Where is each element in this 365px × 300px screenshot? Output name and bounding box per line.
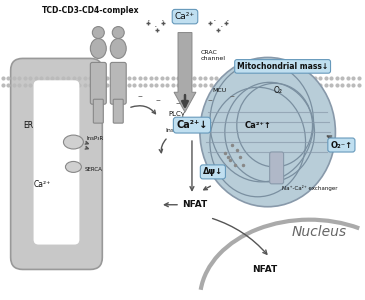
FancyBboxPatch shape [113,99,123,123]
Ellipse shape [112,27,124,38]
Ellipse shape [64,135,83,149]
Ellipse shape [65,161,81,172]
FancyBboxPatch shape [93,99,103,123]
Ellipse shape [91,38,106,58]
Text: ·: · [146,16,150,26]
Text: –: – [155,95,161,105]
Text: SERCA: SERCA [84,167,102,172]
Text: ·: · [220,22,224,33]
Text: –: – [138,91,143,101]
Text: Na⁺-Ca²⁺ exchanger: Na⁺-Ca²⁺ exchanger [282,185,337,191]
Text: O₂⁻↑: O₂⁻↑ [330,140,353,149]
Text: –: – [229,91,234,101]
FancyBboxPatch shape [110,62,126,104]
Text: InsP₃R: InsP₃R [87,136,104,141]
Text: O₂: O₂ [273,86,282,95]
FancyBboxPatch shape [270,152,284,184]
Text: ·: · [160,16,164,26]
FancyBboxPatch shape [11,58,102,269]
Text: Ca²⁺: Ca²⁺ [34,180,51,189]
Text: ·: · [226,16,230,26]
Text: InsP₃: InsP₃ [165,128,180,133]
Text: NFAT: NFAT [182,200,208,209]
Text: Nucleus: Nucleus [292,225,347,238]
Ellipse shape [92,27,104,38]
FancyArrow shape [174,32,196,112]
Text: Δψ↓: Δψ↓ [203,167,223,176]
FancyBboxPatch shape [91,62,106,104]
Text: TCD-CD3-CD4-complex: TCD-CD3-CD4-complex [42,6,139,15]
Text: Mitochondrial mass↓: Mitochondrial mass↓ [237,62,328,71]
Text: CRAC
channel: CRAC channel [201,50,226,61]
Text: ER: ER [23,121,34,130]
Text: PLCγ: PLCγ [168,111,185,117]
Text: –: – [176,98,180,108]
Ellipse shape [110,38,126,58]
FancyBboxPatch shape [34,80,80,244]
Text: –: – [207,95,212,105]
Text: Ca²⁺: Ca²⁺ [175,12,195,21]
Text: NFAT: NFAT [252,265,277,274]
Text: ·: · [153,22,157,33]
Text: ·: · [213,16,217,26]
Text: Ca²⁺↓: Ca²⁺↓ [176,120,208,130]
Text: MCU: MCU [212,88,226,93]
Ellipse shape [200,57,335,207]
Text: Ca²⁺↑: Ca²⁺↑ [244,121,271,130]
